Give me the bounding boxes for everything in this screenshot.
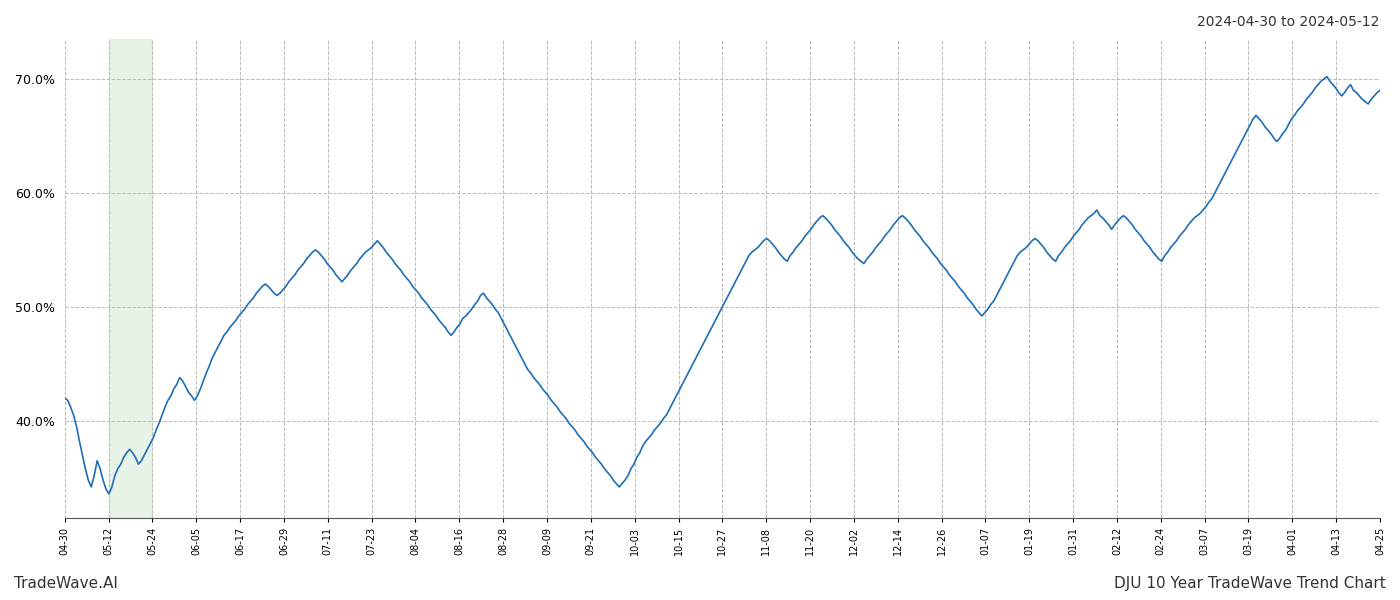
Bar xyxy=(109,39,153,518)
Text: 2024-04-30 to 2024-05-12: 2024-04-30 to 2024-05-12 xyxy=(1197,15,1379,29)
Text: DJU 10 Year TradeWave Trend Chart: DJU 10 Year TradeWave Trend Chart xyxy=(1114,576,1386,591)
Text: TradeWave.AI: TradeWave.AI xyxy=(14,576,118,591)
